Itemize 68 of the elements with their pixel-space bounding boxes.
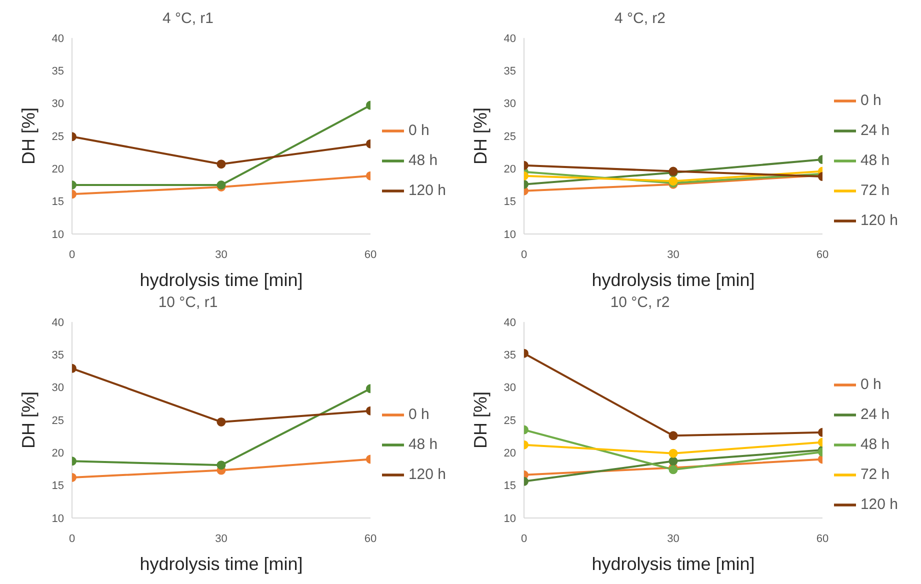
y-tick-label: 10	[504, 228, 516, 241]
x-tick-label: 0	[520, 532, 528, 545]
y-tick-label: 15	[504, 196, 516, 208]
y-tick-label: 10	[52, 512, 64, 525]
x-tick-label: 60	[364, 248, 377, 261]
y-tick-label: 25	[504, 130, 516, 143]
x-axis-title: hydrolysis time [min]	[140, 554, 303, 574]
y-tick-label: 30	[52, 382, 64, 394]
legend-label: 24 h	[860, 406, 890, 423]
chart-title: 4 °C, r2	[613, 9, 666, 29]
x-axis-title: hydrolysis time [min]	[592, 554, 755, 574]
legend-label: 0 h	[860, 92, 882, 109]
y-tick-label: 15	[52, 480, 64, 492]
x-axis-title: hydrolysis time [min]	[592, 270, 755, 290]
y-tick-label: 15	[504, 480, 516, 492]
y-tick-label: 40	[504, 32, 516, 45]
y-tick-label: 35	[52, 66, 64, 78]
legend-label: 24 h	[860, 122, 890, 139]
x-tick-label: 30	[215, 532, 228, 545]
x-tick-label: 30	[667, 532, 680, 545]
y-tick-label: 35	[504, 350, 516, 362]
y-tick-label: 20	[504, 164, 516, 176]
legend-label: 120 h	[860, 496, 898, 513]
legend-label: 0 h	[408, 122, 430, 139]
y-tick-label: 25	[52, 130, 64, 143]
y-tick-label: 20	[504, 448, 516, 460]
y-axis-title: DH [%]	[18, 391, 38, 449]
legend-label: 72 h	[860, 466, 890, 483]
chart-title: 10 °C, r1	[157, 293, 219, 313]
x-axis-title: hydrolysis time [min]	[140, 270, 303, 290]
x-tick-label: 0	[68, 532, 76, 545]
y-tick-label: 40	[52, 316, 64, 329]
y-tick-label: 30	[504, 382, 516, 394]
y-tick-label: 25	[504, 414, 516, 427]
y-axis-title: DH [%]	[470, 391, 490, 449]
y-tick-label: 40	[52, 32, 64, 45]
y-axis-title: DH [%]	[18, 107, 38, 165]
legend-label: 48 h	[408, 152, 438, 169]
legend-label: 120 h	[408, 466, 446, 483]
y-tick-label: 25	[52, 414, 64, 427]
x-tick-label: 30	[667, 248, 680, 261]
y-tick-label: 20	[52, 164, 64, 176]
legend-label: 0 h	[860, 376, 882, 393]
x-tick-label: 0	[520, 248, 528, 261]
legend-label: 48 h	[408, 436, 438, 453]
x-tick-label: 0	[68, 248, 76, 261]
chart-title: 10 °C, r2	[609, 293, 671, 313]
x-tick-label: 60	[816, 532, 829, 545]
y-tick-label: 30	[52, 98, 64, 110]
y-tick-label: 35	[504, 66, 516, 78]
y-tick-label: 35	[52, 350, 64, 362]
x-tick-label: 30	[215, 248, 228, 261]
legend-label: 72 h	[860, 182, 890, 199]
legend-label: 120 h	[408, 182, 446, 199]
x-tick-label: 60	[364, 532, 377, 545]
y-axis-title: DH [%]	[470, 107, 490, 165]
legend-label: 48 h	[860, 152, 890, 169]
legend-label: 48 h	[860, 436, 890, 453]
legend-label: 120 h	[860, 212, 898, 229]
y-tick-label: 30	[504, 98, 516, 110]
legend-label: 0 h	[408, 406, 430, 423]
chart-title: 4 °C, r1	[161, 9, 214, 29]
x-tick-label: 60	[816, 248, 829, 261]
y-tick-label: 40	[504, 316, 516, 329]
y-tick-label: 10	[504, 512, 516, 525]
y-tick-label: 20	[52, 448, 64, 460]
y-tick-label: 15	[52, 196, 64, 208]
y-tick-label: 10	[52, 228, 64, 241]
